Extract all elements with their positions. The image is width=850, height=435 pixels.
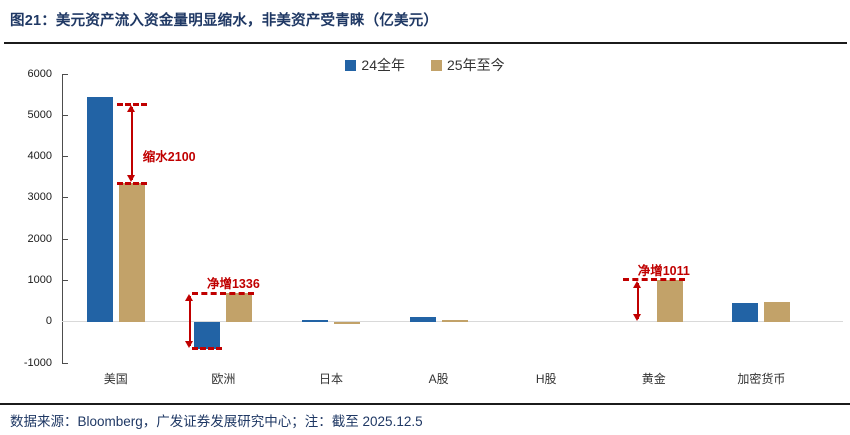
title-divider	[4, 42, 847, 44]
bar-chart: 6000 5000 4000 3000 2000 1000 0 -1000 美国 欧洲 日本 A股 H股…	[0, 68, 850, 389]
footer-divider	[0, 403, 850, 405]
bar-25年至今-美国	[118, 183, 145, 322]
y-axis-tick-label: 0	[45, 315, 52, 328]
annotation-dashed-line	[622, 278, 685, 282]
y-axis-tick-label: 2000	[27, 232, 52, 245]
bar-24全年-日本	[302, 320, 328, 322]
y-axis-tick	[62, 279, 68, 281]
annotation-arrow-shaft	[636, 282, 639, 319]
legend-label: 25年至今	[447, 57, 505, 73]
y-axis-tick	[62, 362, 68, 364]
annotation-dashed-line	[116, 181, 147, 185]
annotation-dashed-line	[116, 102, 147, 106]
bar-24全年-欧洲	[194, 321, 221, 349]
y-axis-tick	[62, 114, 68, 116]
x-axis-label: 欧洲	[211, 372, 236, 386]
bar-25年至今-A股	[441, 320, 468, 322]
y-axis-tick	[62, 73, 68, 75]
bar-25年至今-日本	[334, 321, 360, 325]
x-axis-label: 日本	[318, 372, 343, 386]
bar-25年至今-黄金	[656, 279, 683, 322]
annotation-dashed-line	[192, 291, 255, 295]
x-axis-label: 黄金	[641, 372, 666, 386]
data-source-note: 数据来源：Bloomberg，广发证券发展研究中心；注：截至 2025.12.5	[10, 414, 423, 429]
x-axis-label: A股	[428, 372, 449, 386]
y-axis-tick-label: -1000	[23, 356, 52, 369]
annotation-dashed-line	[192, 347, 223, 351]
annotation-arrow-shaft	[189, 296, 192, 346]
annotation-label: 净增1011	[637, 263, 690, 278]
y-axis-tick-label: 5000	[27, 108, 52, 121]
annotation-arrow-shaft	[130, 107, 133, 181]
annotation-arrowhead-up	[632, 280, 641, 288]
bar-25年至今-加密货币	[764, 301, 791, 322]
y-axis-tick-label: 4000	[27, 150, 52, 163]
x-axis-label: 美国	[103, 372, 128, 386]
annotation-label: 净增1336	[206, 277, 260, 292]
annotation-arrowhead-up	[126, 105, 135, 113]
legend-swatch	[345, 59, 357, 71]
legend-item: 25年至今	[431, 55, 505, 75]
annotation-arrowhead-down	[126, 175, 135, 183]
x-axis-label: 加密货币	[737, 372, 786, 386]
bar-24全年-美国	[86, 96, 113, 322]
annotation-arrowhead-down	[185, 340, 194, 348]
y-axis-tick-label: 3000	[27, 191, 52, 204]
y-axis-tick-label: 6000	[27, 67, 52, 80]
bar-24全年-A股	[409, 317, 436, 322]
y-axis-tick	[62, 238, 68, 240]
annotation-arrowhead-up	[185, 294, 194, 302]
figure-title: 图21：美元资产流入资金量明显缩水，非美资产受青睐（亿美元）	[10, 13, 439, 29]
legend-item: 24全年	[345, 55, 405, 75]
annotation-label: 缩水2100	[142, 149, 196, 164]
y-axis-line	[62, 74, 63, 363]
bar-25年至今-欧洲	[226, 293, 253, 322]
annotation-arrowhead-down	[632, 313, 641, 321]
y-axis-tick-label: 1000	[27, 273, 52, 286]
chart-legend: 24全年 25年至今	[0, 55, 850, 75]
legend-label: 24全年	[361, 57, 405, 73]
bar-24全年-加密货币	[732, 303, 759, 322]
legend-swatch	[431, 59, 442, 71]
y-axis-tick	[62, 197, 68, 199]
x-axis-label: H股	[535, 372, 557, 386]
y-axis-tick	[62, 156, 68, 158]
zero-gridline	[62, 321, 843, 323]
